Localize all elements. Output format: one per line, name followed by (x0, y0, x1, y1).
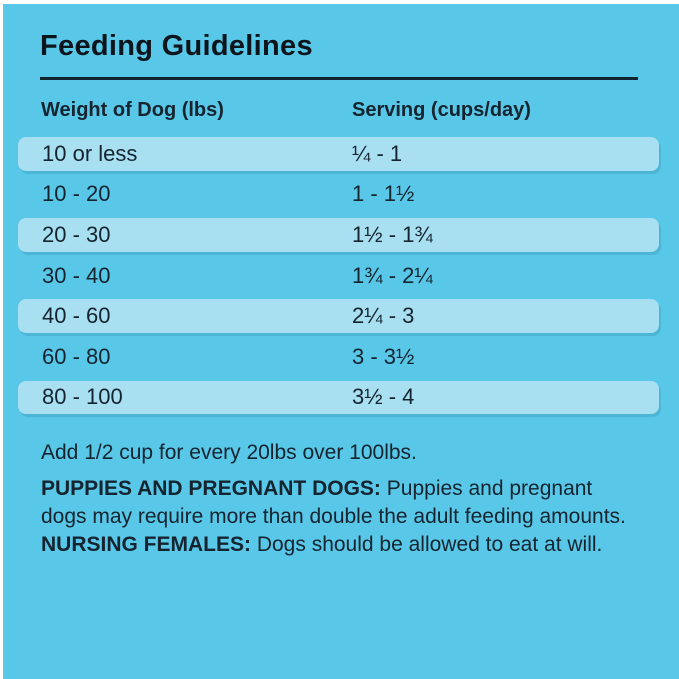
top-white-edge (0, 0, 679, 4)
table-row: 10 or less ¼ - 1 (18, 137, 659, 171)
weight-cell: 10 - 20 (42, 181, 111, 207)
serving-cell: 1¾ - 2¼ (352, 262, 433, 288)
weight-cell: 10 or less (42, 140, 138, 166)
table-row: 60 - 80 3 - 3½ (18, 340, 659, 374)
serving-cell: ¼ - 1 (352, 140, 403, 166)
serving-cell: 3 - 3½ (352, 343, 415, 369)
table-row: 30 - 40 1¾ - 2¼ (18, 259, 659, 293)
nursing-females-label: NURSING FEMALES: (41, 533, 251, 556)
left-white-edge (0, 0, 3, 679)
feeding-table: 10 or less ¼ - 1 10 - 20 1 - 1½ 20 - 30 … (18, 137, 659, 421)
puppies-pregnant-label: PUPPIES AND PREGNANT DOGS: (41, 477, 381, 500)
title-divider (40, 77, 638, 80)
table-row: 10 - 20 1 - 1½ (18, 178, 659, 212)
weight-cell: 60 - 80 (42, 343, 111, 369)
serving-cell: 3½ - 4 (352, 384, 415, 410)
weight-cell: 80 - 100 (42, 384, 123, 410)
table-row: 80 - 100 3½ - 4 (18, 380, 659, 415)
puppies-pregnant-text: Puppies and pregnant dogs may require mo… (41, 477, 626, 528)
weight-cell: 30 - 40 (42, 262, 111, 288)
serving-cell: 1 - 1½ (352, 181, 415, 207)
nursing-females-text: Dogs should be allowed to eat at will. (251, 533, 603, 556)
weight-cell: 40 - 60 (42, 303, 111, 329)
page-title: Feeding Guidelines (40, 30, 313, 62)
serving-cell: 1½ - 1¾ (352, 221, 433, 247)
column-header-weight: Weight of Dog (lbs) (41, 99, 224, 121)
over-limit-note: Add 1/2 cup for every 20lbs over 100lbs. (41, 441, 417, 464)
table-row: 40 - 60 2¼ - 3 (18, 299, 659, 333)
table-row: 20 - 30 1½ - 1¾ (18, 218, 659, 252)
special-cases-note: PUPPIES AND PREGNANT DOGS: Puppies and p… (41, 475, 643, 559)
weight-cell: 20 - 30 (42, 221, 111, 247)
serving-cell: 2¼ - 3 (352, 303, 415, 329)
column-header-serving: Serving (cups/day) (352, 99, 531, 121)
